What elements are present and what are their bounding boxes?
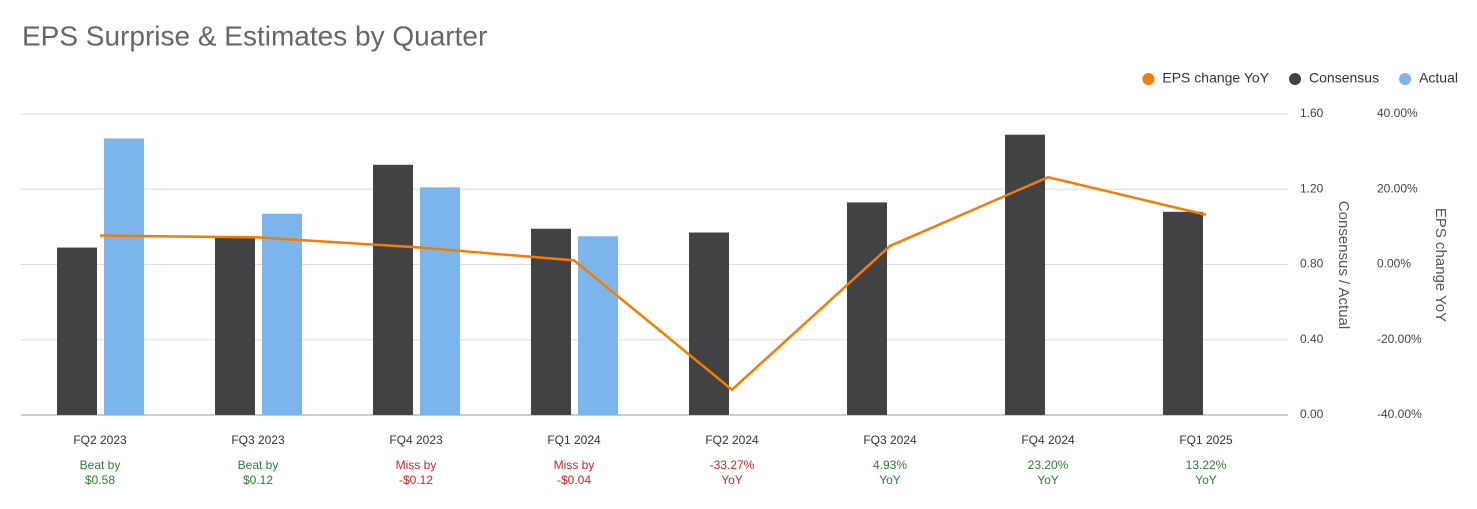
y2-tick-label: -40.00% xyxy=(1377,407,1422,421)
x-tick-label: FQ4 2023 xyxy=(389,433,443,447)
bar xyxy=(215,236,255,415)
bar xyxy=(57,247,97,415)
x-tick-label: FQ2 2024 xyxy=(705,433,759,447)
line xyxy=(99,175,1207,392)
bar xyxy=(578,236,618,415)
bar xyxy=(373,164,413,415)
x-tick-label: FQ2 2023 xyxy=(73,433,127,447)
y-tick-label: 0.80 xyxy=(1300,257,1324,271)
legend-label: EPS change YoY xyxy=(1162,70,1269,86)
annotation: -33.27% xyxy=(710,458,755,472)
bar xyxy=(1163,211,1203,415)
y2-tick-label: 20.00% xyxy=(1377,181,1418,195)
legend-label: Actual xyxy=(1419,70,1458,86)
bar xyxy=(847,202,887,415)
y2-tick-label: -20.00% xyxy=(1377,332,1422,346)
annotation: 13.22% xyxy=(1186,458,1227,472)
annotation: $0.12 xyxy=(243,473,273,487)
annotation: YoY xyxy=(879,473,901,487)
y-axis-title: Consensus / Actual xyxy=(1335,201,1352,329)
bar xyxy=(689,232,729,415)
y2-axis-title: EPS change YoY xyxy=(1432,208,1449,322)
x-tick-label: FQ3 2023 xyxy=(231,433,285,447)
bar xyxy=(1005,134,1045,415)
y-tick-label: 1.20 xyxy=(1300,181,1324,195)
bar xyxy=(262,213,302,415)
annotation: 4.93% xyxy=(873,458,907,472)
annotation: Beat by xyxy=(80,458,121,472)
annotation: YoY xyxy=(721,473,743,487)
legend-marker xyxy=(1289,73,1302,85)
legend-marker xyxy=(1399,73,1412,85)
bar xyxy=(420,187,460,415)
x-tick-label: FQ1 2025 xyxy=(1179,433,1233,447)
legend-marker xyxy=(1142,73,1155,85)
x-tick-label: FQ4 2024 xyxy=(1021,433,1075,447)
bar xyxy=(104,138,144,416)
chart-title: EPS Surprise & Estimates by Quarter xyxy=(22,20,487,51)
legend-label: Consensus xyxy=(1309,70,1379,86)
annotation: Miss by xyxy=(554,458,595,472)
annotation: YoY xyxy=(1195,473,1217,487)
annotation: Miss by xyxy=(396,458,437,472)
y-tick-label: 0.40 xyxy=(1300,332,1324,346)
annotation: $0.58 xyxy=(85,473,115,487)
x-tick-label: FQ1 2024 xyxy=(547,433,601,447)
annotation: YoY xyxy=(1037,473,1059,487)
y2-tick-label: 0.00% xyxy=(1377,257,1411,271)
annotation: 23.20% xyxy=(1028,458,1069,472)
y-tick-label: 1.60 xyxy=(1300,106,1324,120)
annotation: Beat by xyxy=(238,458,279,472)
y2-tick-label: 40.00% xyxy=(1377,106,1418,120)
annotation: -$0.12 xyxy=(399,473,433,487)
x-tick-label: FQ3 2024 xyxy=(863,433,917,447)
annotation: -$0.04 xyxy=(557,473,591,487)
y-tick-label: 0.00 xyxy=(1300,407,1324,421)
